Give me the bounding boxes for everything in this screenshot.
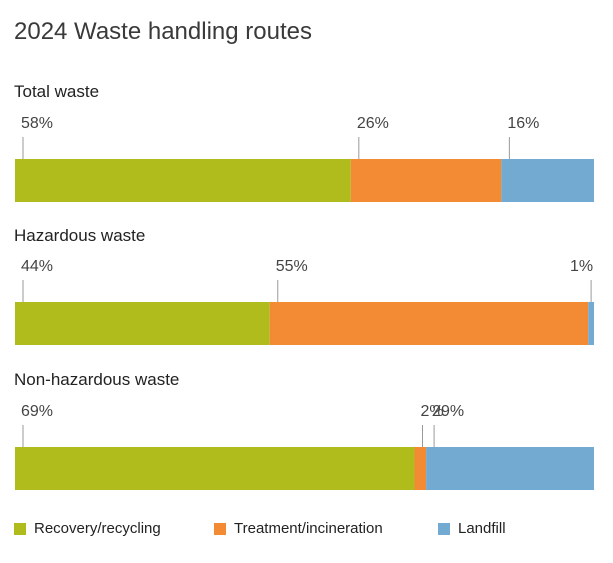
legend-label-recovery: Recovery/recycling (34, 520, 161, 537)
row-label-non-hazardous: Non-hazardous waste (14, 370, 180, 389)
row-label-total: Total waste (14, 82, 100, 101)
bar-hazardous-treatment (269, 302, 589, 345)
legend-item-landfill: Landfill (438, 520, 506, 537)
chart-title: 2024 Waste handling routes (14, 18, 312, 45)
value-label-non-hazardous-landfill: 29% (432, 403, 464, 420)
value-label-total-recovery: 58% (21, 115, 53, 132)
legend-item-treatment: Treatment/incineration (214, 520, 383, 537)
bar-non-hazardous-treatment (414, 447, 427, 490)
value-label-total-treatment: 26% (357, 115, 389, 132)
bar-non-hazardous-recovery (15, 447, 415, 490)
value-label-non-hazardous-treatment: 2% (421, 403, 444, 420)
row-label-hazardous: Hazardous waste (14, 226, 146, 245)
legend-swatch-recovery (14, 522, 26, 535)
legend-item-recovery: Recovery/recycling (14, 520, 161, 537)
bar-non-hazardous-landfill (426, 447, 594, 490)
legend-swatch-treatment (214, 522, 226, 535)
bar-hazardous-recovery (15, 302, 270, 345)
bar-hazardous-landfill (588, 302, 594, 345)
bar-total-landfill (501, 159, 594, 202)
value-label-hazardous-recovery: 44% (21, 258, 53, 275)
value-label-total-landfill: 16% (507, 115, 539, 132)
value-label-hazardous-landfill: 1% (570, 258, 593, 275)
bar-total-treatment (350, 159, 502, 202)
value-label-non-hazardous-recovery: 69% (21, 403, 53, 420)
legend-swatch-landfill (438, 522, 450, 535)
legend-label-treatment: Treatment/incineration (234, 520, 383, 537)
value-label-hazardous-treatment: 55% (276, 258, 308, 275)
legend-label-landfill: Landfill (458, 520, 506, 537)
bar-total-recovery (15, 159, 351, 202)
